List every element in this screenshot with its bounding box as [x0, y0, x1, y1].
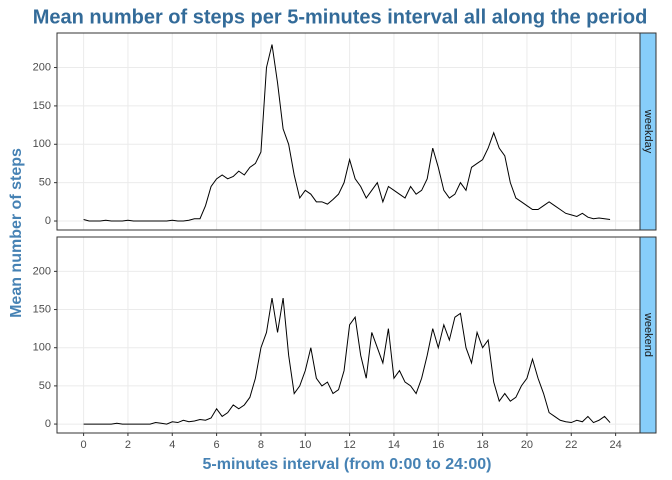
- x-tick-label: 2: [125, 439, 131, 451]
- x-tick-label: 14: [388, 439, 400, 451]
- strip-label: weekday: [642, 109, 654, 154]
- strip: [639, 236, 657, 434]
- x-tick-label: 20: [521, 439, 533, 451]
- y-tick-label: 50: [39, 380, 51, 392]
- y-tick-label: 100: [33, 342, 51, 354]
- x-tick-label: 8: [258, 439, 264, 451]
- x-tick-label: 24: [609, 439, 621, 451]
- y-tick-label: 150: [33, 303, 51, 315]
- y-tick-label: 0: [45, 215, 51, 227]
- strip: [639, 32, 657, 231]
- x-tick-label: 4: [169, 439, 175, 451]
- y-tick-label: 150: [33, 100, 51, 112]
- series-line: [83, 44, 611, 222]
- x-tick-label: 16: [432, 439, 444, 451]
- y-tick-label: 0: [45, 418, 51, 430]
- y-tick-label: 50: [39, 177, 51, 189]
- y-tick-label: 200: [33, 61, 51, 73]
- x-tick-label: 6: [214, 439, 220, 451]
- y-tick-label: 100: [33, 138, 51, 150]
- x-tick-label: 12: [343, 439, 355, 451]
- series-line: [83, 298, 611, 425]
- y-axis-label: Mean number of steps: [8, 148, 25, 318]
- chart-title: Mean number of steps per 5-minutes inter…: [33, 6, 648, 28]
- strip-label: weekend: [642, 312, 654, 357]
- panel-background: [57, 33, 640, 230]
- x-tick-label: 10: [299, 439, 311, 451]
- y-tick-label: 200: [33, 265, 51, 277]
- x-tick-label: 0: [81, 439, 87, 451]
- x-axis-label: 5-minutes interval (from 0:00 to 24:00): [203, 456, 492, 473]
- x-tick-label: 22: [565, 439, 577, 451]
- x-tick-label: 18: [476, 439, 488, 451]
